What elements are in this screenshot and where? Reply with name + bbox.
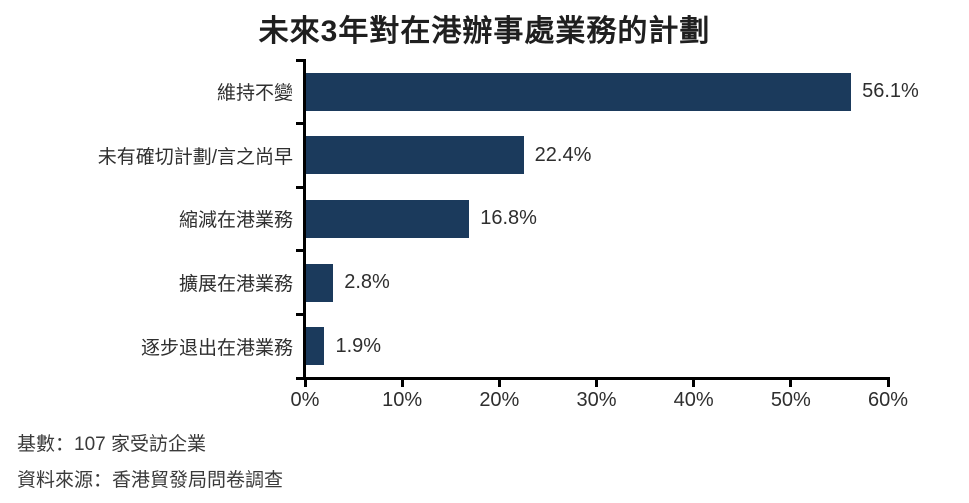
- x-tick-label: 40%: [673, 389, 714, 411]
- x-axis-tick: [886, 378, 890, 387]
- category-label: 維持不變: [216, 83, 293, 105]
- x-tick-label: 60%: [867, 389, 909, 411]
- value-label: 1.9%: [335, 334, 382, 357]
- value-label: 22.4%: [534, 143, 592, 166]
- bar: [306, 200, 470, 238]
- value-label: 16.8%: [480, 207, 537, 230]
- bar: [306, 263, 334, 302]
- y-axis-tick: [296, 58, 305, 62]
- bar: [306, 327, 325, 366]
- x-tick-label: 50%: [770, 389, 811, 411]
- bar: [306, 72, 852, 111]
- y-axis-tick: [296, 376, 305, 380]
- y-axis-tick: [296, 249, 305, 253]
- category-label: 逐步退出在港業務: [140, 337, 293, 359]
- x-axis-tick: [303, 378, 307, 387]
- x-tick-label: 10%: [382, 389, 423, 411]
- y-axis-tick: [296, 312, 305, 316]
- x-axis-tick: [400, 378, 404, 387]
- value-label: 56.1%: [862, 80, 919, 103]
- category-label: 擴展在港業務: [178, 274, 293, 296]
- x-axis-tick: [595, 378, 598, 387]
- y-axis-tick: [296, 185, 305, 189]
- y-axis-tick: [296, 122, 305, 126]
- bar: [306, 136, 524, 175]
- x-tick-label: 30%: [576, 389, 617, 411]
- category-label: 未有確切計劃/言之尚早: [97, 146, 293, 168]
- x-axis-tick: [789, 378, 793, 387]
- x-tick-label: 0%: [290, 389, 320, 411]
- base-note: 基數：107 家受訪企業: [17, 434, 206, 455]
- x-axis-tick: [692, 378, 696, 387]
- chart-title: 未來3年對在港辦事處業務的計劃: [258, 15, 711, 48]
- y-axis-line: [303, 59, 306, 380]
- category-label: 縮減在港業務: [178, 210, 293, 232]
- source-note: 資料來源：香港貿發局問卷調查: [17, 470, 284, 491]
- value-label: 2.8%: [344, 271, 390, 294]
- x-tick-label: 20%: [479, 389, 520, 411]
- x-axis-tick: [497, 378, 501, 387]
